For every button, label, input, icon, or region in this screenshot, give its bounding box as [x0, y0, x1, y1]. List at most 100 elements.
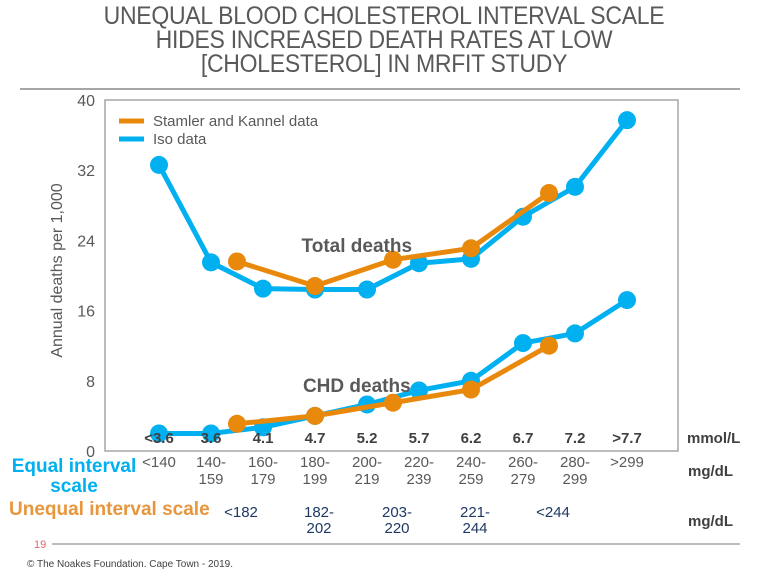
mmol-tick-label: >7.7 — [612, 430, 642, 447]
equal-mgdl-tick: <140 — [142, 454, 176, 471]
equal-mgdl-tick: 160-179 — [248, 454, 278, 488]
title-divider — [20, 88, 740, 90]
equal-mgdl-tick: 180-199 — [300, 454, 330, 488]
series-line — [159, 297, 629, 436]
data-point — [514, 334, 532, 353]
equal-mgdl-tick-line: 180- — [300, 454, 330, 471]
equal-mgdl-tick-line: 259 — [458, 471, 483, 488]
data-point — [306, 406, 324, 425]
slide-title: UNEQUAL BLOOD CHOLESTEROL INTERVAL SCALE… — [31, 2, 738, 78]
y-tick-label: 8 — [86, 374, 95, 391]
equal-mgdl-tick-line: <140 — [142, 454, 176, 471]
data-point — [202, 253, 220, 272]
equal-mgdl-tick-line: 279 — [510, 471, 535, 488]
equal-mgdl-tick-line: 239 — [406, 471, 431, 488]
plot-frame — [104, 99, 679, 452]
unequal-mgdl-unit-label: mg/dL — [688, 513, 733, 530]
equal-mgdl-tick-line: >299 — [610, 454, 644, 471]
equal-mgdl-unit-label: mg/dL — [688, 463, 733, 480]
series-stamler-total-deaths — [228, 184, 558, 296]
equal-mgdl-tick-line: 160- — [248, 454, 278, 471]
series-stamler-chd-deaths — [228, 336, 558, 433]
data-point — [306, 277, 324, 296]
data-point — [462, 239, 480, 258]
equal-scale-label-line: Equal interval — [12, 456, 137, 477]
legend-label: Stamler and Kannel data — [153, 113, 319, 130]
mmol-tick-label: 5.7 — [409, 430, 430, 447]
mmol-tick-label: 6.2 — [461, 430, 482, 447]
y-tick-label: 24 — [77, 233, 95, 250]
y-axis-label: Annual deaths per 1,000 — [49, 183, 66, 357]
unequal-mgdl-tick-line: 182- — [304, 504, 334, 521]
mmol-tick-label: <3.6 — [144, 430, 174, 447]
title-line-1: UNEQUAL BLOOD CHOLESTEROL INTERVAL SCALE — [103, 2, 665, 30]
annotation-total-deaths: Total deaths — [302, 236, 413, 257]
data-point — [540, 336, 558, 355]
equal-mgdl-tick: 240-259 — [456, 454, 486, 488]
mmol-tick-label: 7.2 — [565, 430, 586, 447]
unequal-mgdl-tick: 221-244 — [460, 504, 490, 537]
data-point — [384, 250, 402, 269]
equal-mgdl-tick-line: 220- — [404, 454, 434, 471]
unequal-mgdl-tick: <182 — [224, 504, 258, 521]
equal-mgdl-tick: 220-239 — [404, 454, 434, 488]
equal-mgdl-tick: 140-159 — [196, 454, 226, 488]
equal-mgdl-tick-line: 280- — [560, 454, 590, 471]
legend-label: Iso data — [153, 131, 207, 148]
y-tick-label: 16 — [77, 304, 95, 321]
unequal-mgdl-tick-line: 244 — [462, 520, 487, 537]
y-tick-label: 0 — [86, 444, 95, 461]
data-point — [150, 155, 168, 174]
series-iso-chd-deaths — [150, 291, 636, 443]
data-point — [202, 424, 220, 443]
y-tick-label: 32 — [77, 163, 95, 180]
data-point — [566, 177, 584, 196]
unequal-mgdl-tick-line: <182 — [224, 504, 258, 521]
title-line-3: [CHOLESTEROL] IN MRFIT STUDY — [200, 50, 568, 78]
data-point — [566, 324, 584, 343]
equal-mgdl-tick-line: 140- — [196, 454, 226, 471]
unequal-interval-scale-label: Unequal interval scale — [9, 499, 210, 520]
equal-mgdl-tick-line: 179 — [250, 471, 275, 488]
data-point — [228, 414, 246, 433]
unequal-mgdl-tick-line: 221- — [460, 504, 490, 521]
data-point — [618, 111, 636, 130]
equal-mgdl-tick-line: 199 — [302, 471, 327, 488]
mmol-tick-label: 4.1 — [253, 430, 274, 447]
equal-mgdl-tick-line: 219 — [354, 471, 379, 488]
equal-mgdl-tick: 260-279 — [508, 454, 538, 488]
mmol-tick-label: 4.7 — [305, 430, 326, 447]
equal-mgdl-tick-line: 200- — [352, 454, 382, 471]
mmol-tick-label: 3.6 — [201, 430, 222, 447]
equal-mgdl-tick: 200-219 — [352, 454, 382, 488]
data-point — [410, 381, 428, 400]
slide-number: 19 — [34, 539, 46, 551]
data-point — [618, 291, 636, 310]
equal-mgdl-tick: 280-299 — [560, 454, 590, 488]
data-point — [254, 279, 272, 298]
data-point — [358, 280, 376, 299]
equal-mgdl-tick: >299 — [610, 454, 644, 471]
unequal-mgdl-tick-line: 203- — [382, 504, 412, 521]
data-point — [462, 380, 480, 399]
y-tick-label: 40 — [77, 93, 95, 110]
unequal-mgdl-tick-line: 220 — [384, 520, 409, 537]
unequal-mgdl-tick-line: 202 — [306, 520, 331, 537]
equal-mgdl-tick-line: 159 — [198, 471, 223, 488]
mmol-tick-label: 6.7 — [513, 430, 534, 447]
unequal-mgdl-tick: 182-202 — [304, 504, 334, 537]
mmol-unit-label: mmol/L — [687, 430, 740, 447]
equal-scale-label-line: scale — [50, 476, 98, 497]
unequal-mgdl-tick: 203-220 — [382, 504, 412, 537]
data-point — [228, 252, 246, 271]
copyright-footer: © The Noakes Foundation. Cape Town - 201… — [27, 559, 233, 570]
equal-mgdl-tick-line: 299 — [562, 471, 587, 488]
annotation-chd-deaths: CHD deaths — [303, 376, 411, 397]
unequal-mgdl-tick-line: <244 — [536, 504, 570, 521]
unequal-mgdl-tick: <244 — [536, 504, 570, 521]
series-iso-total-deaths — [150, 111, 636, 299]
data-point — [540, 184, 558, 203]
